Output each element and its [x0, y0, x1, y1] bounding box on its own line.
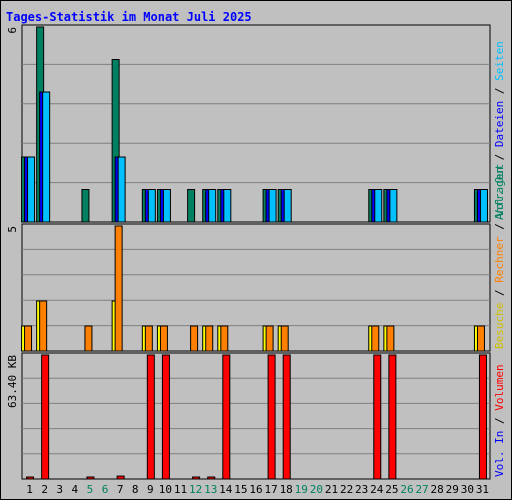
x-tick-label: 5	[87, 483, 94, 496]
bar-volumen	[222, 354, 231, 480]
bar-volumen	[146, 354, 155, 480]
x-tick-label: 19	[295, 483, 308, 496]
x-tick-label: 25	[385, 483, 398, 496]
x-tick-label: 16	[249, 483, 262, 496]
panel-middle	[21, 223, 491, 352]
bar-volumen	[207, 476, 216, 480]
bar-rechner	[144, 325, 153, 352]
legend-middle: Besuche / Rechner / Vol. Out	[493, 164, 506, 349]
legend-entry: /	[493, 147, 506, 167]
x-tick-label: 12	[189, 483, 202, 496]
legend-entry: Besuche	[493, 303, 506, 349]
bar-rechner	[220, 325, 229, 352]
bar-rechner	[371, 325, 380, 352]
bar-seiten	[283, 189, 292, 223]
x-tick-label: 10	[159, 483, 172, 496]
legend-top: Anfragen / Dateien / Seiten	[493, 41, 506, 220]
x-tick-label: 6	[102, 483, 109, 496]
panel-bottom	[21, 352, 491, 480]
bar-rechner	[386, 325, 395, 352]
legend-entry: Volumen	[493, 364, 506, 410]
bar-rechner	[114, 225, 123, 352]
legend-entry: /	[493, 283, 506, 303]
bar-rechner	[84, 325, 93, 352]
legend-entry: Rechner	[493, 236, 506, 283]
bar-volumen	[41, 354, 50, 480]
x-tick-label: 9	[147, 483, 154, 496]
bar-seiten	[42, 91, 51, 223]
x-tick-label: 23	[355, 483, 368, 496]
x-tick-label: 31	[476, 483, 489, 496]
x-tick-label: 26	[400, 483, 413, 496]
bar-seiten	[147, 189, 156, 223]
bar-anfragen	[81, 189, 90, 223]
bar-volumen	[26, 476, 35, 480]
x-tick-label: 22	[340, 483, 353, 496]
bar-anfragen	[187, 189, 196, 223]
x-tick-label: 27	[415, 483, 428, 496]
x-tick-label: 1	[26, 483, 33, 496]
legend-entry: /	[493, 81, 506, 101]
bar-volumen	[388, 354, 397, 480]
x-tick-label: 15	[234, 483, 247, 496]
x-tick-label: 13	[204, 483, 217, 496]
bar-seiten	[162, 189, 171, 223]
panel-top	[21, 24, 491, 223]
bar-volumen	[161, 354, 170, 480]
bar-seiten	[389, 189, 398, 223]
bar-rechner	[24, 325, 33, 352]
x-tick-label: 3	[56, 483, 63, 496]
bar-volumen	[86, 476, 95, 480]
legend-entry: /	[493, 217, 506, 237]
x-tick-label: 14	[219, 483, 233, 496]
y-max-label: 6	[6, 27, 19, 34]
x-tick-label: 11	[174, 483, 187, 496]
bar-rechner	[280, 325, 289, 352]
bar-seiten	[374, 189, 383, 223]
bar-volumen	[478, 354, 487, 480]
bar-seiten	[117, 156, 126, 223]
bar-seiten	[208, 189, 217, 223]
chart-title: Tages-Statistik im Monat Juli 2025	[6, 10, 252, 24]
bar-rechner	[476, 325, 485, 352]
y-max-label: 63.40 KB	[6, 355, 19, 408]
legend-entry: Anfragen	[493, 167, 506, 220]
x-tick-label: 17	[264, 483, 277, 496]
legend-entry: Vol. Out	[493, 164, 506, 217]
x-tick-label: 29	[446, 483, 459, 496]
bar-seiten	[223, 189, 232, 223]
x-tick-label: 21	[325, 483, 338, 496]
bar-seiten	[268, 189, 277, 223]
x-tick-label: 30	[461, 483, 474, 496]
x-tick-label: 24	[370, 483, 384, 496]
bar-rechner	[39, 300, 48, 352]
bar-volumen	[116, 475, 125, 480]
bar-seiten	[479, 189, 488, 223]
bar-rechner	[265, 325, 274, 352]
y-max-label: 5	[6, 226, 19, 233]
legend-bottom: Vol. In / Volumen	[493, 364, 506, 477]
bar-rechner	[190, 325, 199, 352]
legend-entry: Dateien	[493, 101, 506, 147]
legend-entry: Vol. In	[493, 431, 506, 477]
x-tick-label: 2	[41, 483, 48, 496]
x-tick-label: 4	[72, 483, 79, 496]
bar-volumen	[373, 354, 382, 480]
bar-volumen	[282, 354, 291, 480]
bar-volumen	[267, 354, 276, 480]
x-tick-label: 7	[117, 483, 124, 496]
legend-entry: /	[493, 411, 506, 431]
bar-volumen	[192, 476, 201, 480]
x-tick-label: 20	[310, 483, 323, 496]
bar-rechner	[205, 325, 214, 352]
x-tick-label: 8	[132, 483, 139, 496]
bar-rechner	[159, 325, 168, 352]
x-tick-label: 28	[431, 483, 444, 496]
bar-seiten	[27, 156, 36, 223]
x-tick-label: 18	[280, 483, 293, 496]
legend-entry: Seiten	[493, 41, 506, 81]
